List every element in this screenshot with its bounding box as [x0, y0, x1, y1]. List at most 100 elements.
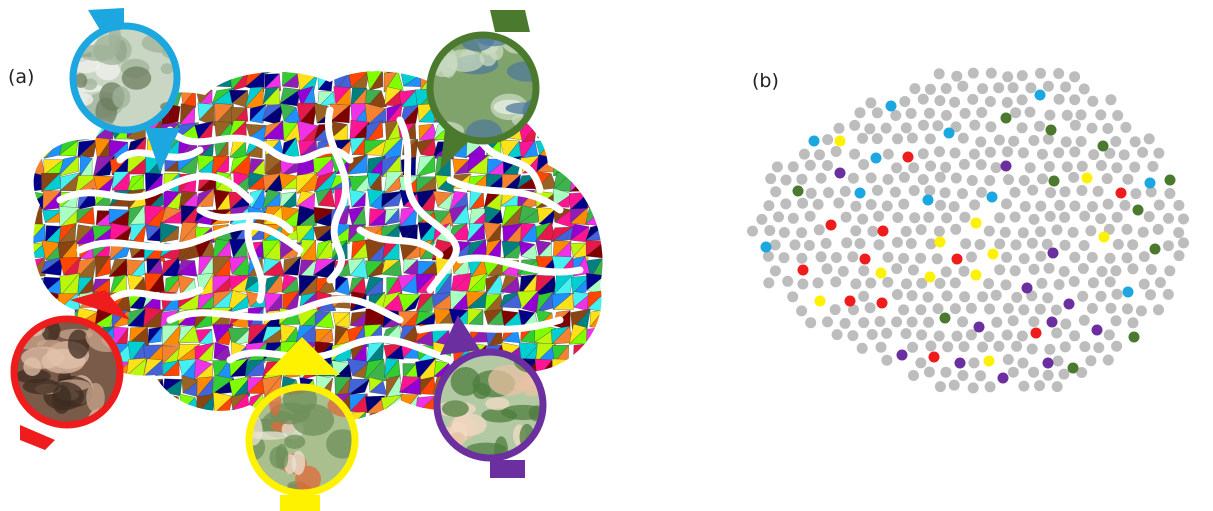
- mosaic-triangle: [602, 158, 603, 174]
- gray-dot: [969, 199, 981, 211]
- gray-dot: [1088, 149, 1100, 161]
- gray-dot: [898, 171, 910, 183]
- gray-dot: [967, 67, 979, 79]
- photo-blob: [92, 34, 132, 66]
- gray-dot: [892, 212, 904, 223]
- gray-dot: [1037, 173, 1048, 185]
- gray-dot: [871, 133, 883, 145]
- gray-dot: [1052, 355, 1064, 367]
- gray-dot: [898, 252, 910, 264]
- mosaic-triangle: [604, 223, 622, 245]
- mosaic-triangle: [569, 395, 590, 414]
- mosaic-triangle: [59, 107, 82, 123]
- mosaic-triangle: [144, 410, 161, 424]
- gray-dot: [1137, 226, 1149, 238]
- gray-dot: [1069, 251, 1081, 263]
- mosaic-triangle: [43, 103, 64, 125]
- gray-dot: [975, 370, 986, 382]
- mosaic-triangle: [607, 277, 624, 293]
- mosaic-triangle: [567, 88, 586, 105]
- mosaic-triangle: [318, 188, 336, 208]
- gray-dot: [770, 186, 782, 198]
- mosaic-triangle: [604, 57, 622, 74]
- gray-dot: [1118, 149, 1130, 161]
- mosaic-triangle: [10, 120, 28, 139]
- gray-dot: [923, 366, 935, 378]
- gray-dot: [1018, 380, 1030, 392]
- mosaic-triangle: [263, 274, 285, 296]
- blue-dot: [922, 194, 934, 206]
- gray-dot: [1111, 162, 1123, 174]
- gray-dot: [882, 173, 894, 185]
- mosaic-triangle: [165, 430, 182, 446]
- mosaic-triangle: [607, 342, 623, 363]
- gray-dot: [993, 340, 1005, 352]
- mosaic-triangle: [59, 428, 80, 443]
- photo-ring: [426, 31, 540, 145]
- gray-dot: [787, 291, 799, 303]
- gray-dot: [900, 328, 912, 340]
- gray-dot: [1153, 304, 1164, 316]
- mosaic-triangle: [196, 187, 215, 208]
- gray-dot: [966, 251, 977, 263]
- blue-dot: [760, 241, 772, 253]
- mosaic-triangle: [367, 427, 385, 445]
- blue-dot: [854, 187, 866, 199]
- mosaic-triangle: [195, 410, 216, 424]
- mosaic-triangle: [297, 71, 314, 76]
- mosaic-triangle: [33, 122, 45, 140]
- mosaic-triangle: [33, 223, 46, 245]
- gray-dot: [1024, 106, 1036, 118]
- purple-dot: [896, 349, 908, 361]
- mosaic-triangle: [604, 359, 623, 377]
- gray-dot: [993, 82, 1005, 94]
- gray-dot: [901, 278, 912, 290]
- photo-blob: [513, 382, 543, 391]
- mosaic-triangle: [146, 410, 164, 424]
- gray-dot: [934, 277, 946, 289]
- callout-arrow-head: [440, 315, 480, 355]
- mosaic-triangle: [33, 71, 46, 74]
- mosaic-triangle: [602, 294, 603, 310]
- gray-dot: [1110, 315, 1122, 327]
- mosaic-triangle: [41, 72, 64, 91]
- gray-dot: [858, 317, 870, 329]
- mosaic-triangle: [11, 124, 29, 143]
- mosaic-triangle: [11, 58, 28, 74]
- green-dot: [1128, 331, 1140, 343]
- gray-dot: [1076, 367, 1088, 378]
- mosaic-triangle: [555, 104, 574, 123]
- mosaic-triangle: [7, 142, 29, 159]
- mosaic-triangle: [603, 295, 625, 309]
- gray-dot: [968, 148, 980, 160]
- gray-dot: [858, 265, 870, 277]
- photo-blob: [485, 397, 510, 411]
- mosaic-triangle: [96, 431, 115, 448]
- gray-dot: [812, 277, 824, 289]
- gray-dot: [999, 226, 1011, 238]
- gray-dot: [1173, 199, 1185, 211]
- mosaic-triangle: [41, 71, 63, 72]
- mosaic-triangle: [368, 432, 385, 448]
- gray-dot: [977, 341, 989, 353]
- gray-dot: [1120, 121, 1132, 133]
- green-dot: [1000, 112, 1012, 124]
- gray-dot: [917, 148, 929, 160]
- mosaic-triangle: [214, 428, 233, 447]
- yellow-dot: [1081, 172, 1093, 184]
- gray-dot: [923, 316, 935, 328]
- mosaic-triangle: [386, 427, 401, 446]
- group-guests-photo-icon: [433, 315, 547, 478]
- gray-dot: [1011, 340, 1023, 352]
- gray-dot: [1103, 223, 1115, 235]
- gray-dot: [865, 97, 877, 109]
- mosaic-triangle: [178, 154, 199, 176]
- mosaic-triangle: [347, 378, 370, 396]
- mosaic-triangle: [76, 430, 94, 445]
- yellow-dot: [924, 271, 936, 283]
- gray-dot: [907, 341, 919, 353]
- gray-dot: [1087, 277, 1099, 289]
- gray-dot: [865, 277, 877, 289]
- mosaic-triangle: [604, 242, 624, 257]
- mosaic-triangle: [57, 119, 77, 142]
